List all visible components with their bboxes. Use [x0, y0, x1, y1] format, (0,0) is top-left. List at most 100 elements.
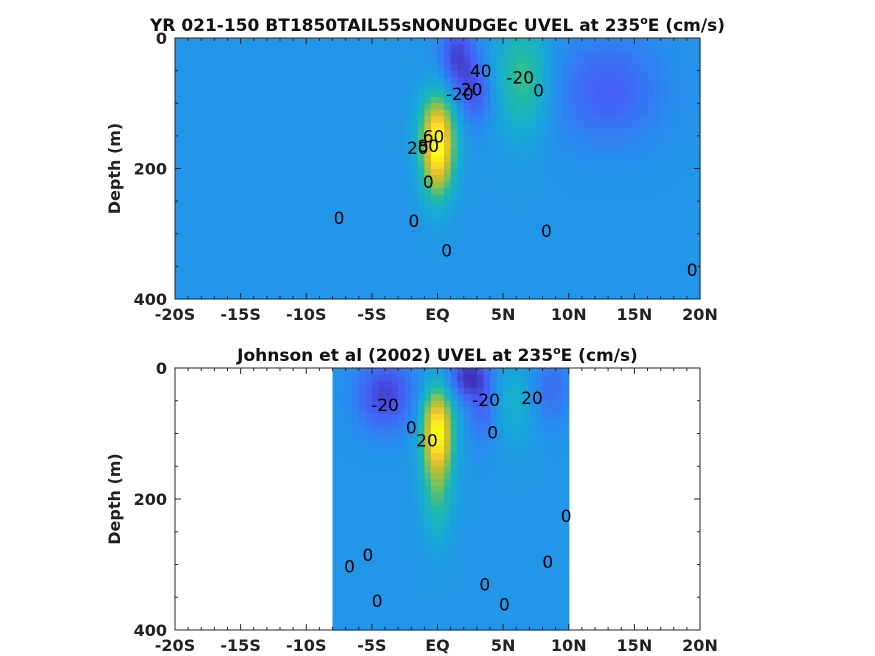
- field-cell: [450, 51, 458, 59]
- field-cell: [358, 96, 366, 104]
- field-cell: [424, 381, 432, 389]
- field-cell: [503, 51, 511, 59]
- field-cell: [680, 90, 688, 98]
- field-cell: [352, 90, 360, 98]
- field-cell: [581, 188, 590, 196]
- field-cell: [601, 233, 609, 241]
- field-cell: [496, 181, 504, 189]
- field-cell: [424, 266, 432, 274]
- field-cell: [476, 597, 485, 605]
- field-cell: [207, 207, 215, 215]
- field-cell: [332, 551, 340, 559]
- field-cell: [490, 571, 498, 579]
- field-cell: [503, 492, 511, 500]
- field-cell: [522, 148, 530, 157]
- field-cell: [371, 400, 380, 408]
- field-cell: [339, 400, 347, 408]
- field-cell: [234, 38, 242, 46]
- field-cell: [398, 466, 406, 474]
- field-cell: [693, 90, 701, 98]
- field-cell: [660, 272, 668, 281]
- field-cell: [595, 201, 603, 209]
- field-cell: [529, 577, 537, 585]
- field-cell: [280, 51, 288, 59]
- field-cell: [385, 381, 393, 389]
- field-cell: [686, 220, 695, 228]
- field-cell: [437, 623, 445, 631]
- field-cell: [371, 135, 380, 143]
- field-cell: [385, 83, 393, 91]
- field-cell: [430, 420, 439, 428]
- field-cell: [424, 253, 432, 261]
- field-cell: [430, 188, 439, 196]
- field-cell: [411, 499, 419, 507]
- field-cell: [430, 577, 439, 585]
- field-cell: [247, 122, 255, 130]
- field-cell: [260, 272, 268, 281]
- field-cell: [595, 285, 603, 294]
- field-cell: [503, 590, 511, 598]
- field-cell: [430, 292, 439, 300]
- field-cell: [654, 279, 662, 287]
- field-cell: [496, 227, 504, 235]
- field-cell: [240, 240, 248, 248]
- field-cell: [371, 253, 380, 261]
- field-cell: [234, 259, 242, 267]
- field-cell: [358, 518, 366, 526]
- field-cell: [608, 246, 616, 254]
- field-cell: [535, 96, 544, 104]
- field-cell: [555, 142, 563, 150]
- field-cell: [457, 103, 465, 111]
- field-cell: [483, 194, 491, 202]
- field-cell: [175, 103, 183, 111]
- field-cell: [391, 584, 399, 592]
- field-cell: [470, 64, 478, 72]
- field-cell: [490, 472, 498, 480]
- field-cell: [542, 459, 550, 467]
- field-cell: [404, 272, 412, 281]
- field-cell: [522, 544, 530, 552]
- field-cell: [214, 142, 222, 150]
- field-cell: [214, 109, 222, 117]
- field-cell: [286, 51, 294, 59]
- field-cell: [529, 129, 537, 137]
- field-cell: [214, 161, 222, 170]
- field-cell: [280, 148, 288, 157]
- field-cell: [325, 272, 334, 281]
- field-cell: [273, 122, 281, 130]
- field-cell: [463, 381, 471, 389]
- field-cell: [562, 571, 570, 579]
- field-cell: [470, 96, 478, 104]
- field-cell: [411, 207, 419, 215]
- field-cell: [253, 142, 261, 150]
- field-cell: [549, 499, 557, 507]
- field-cell: [483, 603, 491, 611]
- field-cell: [608, 135, 616, 143]
- field-cell: [476, 381, 485, 389]
- field-cell: [385, 512, 393, 520]
- field-cell: [509, 571, 517, 579]
- field-cell: [385, 571, 393, 579]
- field-cell: [444, 387, 452, 395]
- y-tick-label: 0: [156, 359, 167, 378]
- field-cell: [522, 90, 530, 98]
- field-cell: [463, 374, 471, 382]
- field-cell: [667, 168, 675, 176]
- field-cell: [371, 499, 380, 507]
- field-cell: [680, 38, 688, 46]
- field-cell: [562, 400, 570, 408]
- field-cell: [430, 103, 439, 111]
- field-cell: [207, 44, 215, 52]
- field-cell: [555, 381, 563, 389]
- field-cell: [549, 285, 557, 294]
- field-cell: [207, 285, 215, 294]
- field-cell: [437, 538, 445, 546]
- field-cell: [378, 499, 386, 507]
- field-cell: [437, 64, 445, 72]
- field-cell: [371, 571, 380, 579]
- field-cell: [385, 413, 393, 421]
- field-cell: [444, 285, 452, 294]
- field-cell: [483, 51, 491, 59]
- field-cell: [260, 103, 268, 111]
- field-cell: [214, 148, 222, 157]
